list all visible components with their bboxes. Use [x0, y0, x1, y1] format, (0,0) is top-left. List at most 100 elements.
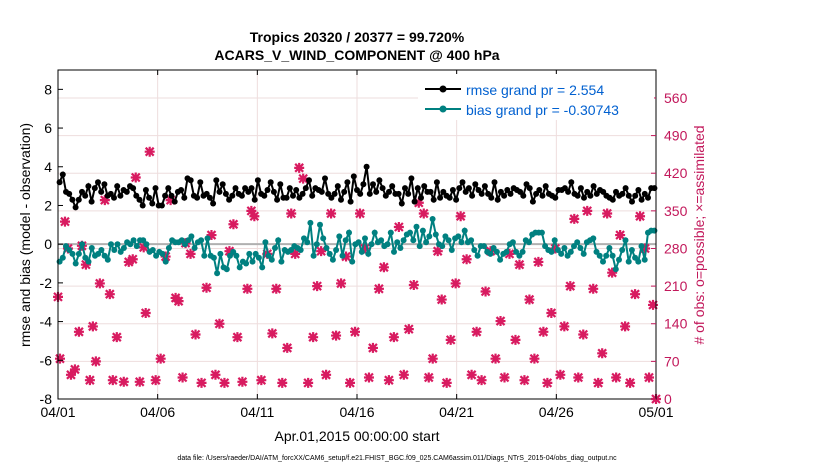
- rmse-point: [111, 194, 117, 201]
- obs-assimilated-mark: [499, 372, 510, 383]
- rmse-point: [645, 194, 651, 201]
- obs-assimilated-mark: [546, 307, 557, 318]
- obs-assimilated-point: [134, 376, 145, 387]
- bias-point: [198, 237, 205, 244]
- obs-assimilated-point: [615, 230, 626, 241]
- y-left-tick-label: 8: [44, 81, 52, 97]
- rmse-point: [389, 183, 396, 190]
- obs-assimilated-mark: [354, 208, 365, 219]
- obs-assimilated-mark: [94, 278, 105, 289]
- obs-assimilated-mark: [378, 262, 389, 273]
- legend-bias-label: bias grand pr = -0.30743: [466, 102, 619, 118]
- bias-point: [272, 245, 278, 251]
- obs-assimilated-mark: [196, 377, 207, 388]
- y-left-tick-label: -2: [40, 275, 53, 291]
- obs-assimilated-point: [538, 326, 549, 337]
- rmse-point: [363, 163, 370, 170]
- obs-assimilated-mark: [160, 251, 171, 262]
- legend-rmse-marker: [439, 85, 447, 93]
- obs-assimilated-mark: [237, 376, 248, 387]
- bias-point: [262, 239, 269, 246]
- data-file-footer: data file: /Users/raeder/DAI/ATM_forcXX/…: [177, 455, 617, 462]
- obs-assimilated-point: [436, 294, 447, 305]
- obs-assimilated-point: [177, 372, 188, 383]
- bias-point: [349, 258, 356, 265]
- obs-assimilated-mark: [620, 321, 631, 332]
- obs-assimilated-point: [298, 173, 309, 184]
- rmse-point: [139, 202, 146, 209]
- rmse-point: [283, 194, 290, 201]
- obs-assimilated-point: [111, 332, 122, 343]
- obs-assimilated-mark: [565, 281, 576, 292]
- rmse-point: [488, 194, 495, 201]
- bias-point: [120, 245, 127, 251]
- obs-assimilated-mark: [630, 289, 641, 300]
- rmse-point: [229, 192, 236, 199]
- rmse-point: [536, 187, 543, 193]
- bias-point: [358, 248, 365, 255]
- obs-assimilated-mark: [427, 353, 438, 364]
- obs-assimilated-point: [588, 283, 599, 294]
- bias-point: [165, 245, 172, 251]
- bias-point: [616, 256, 622, 263]
- rmse-point: [446, 194, 453, 201]
- obs-assimilated-point: [620, 321, 631, 332]
- obs-assimilated-point: [336, 278, 347, 289]
- obs-assimilated-point: [73, 326, 84, 337]
- rmse-point: [590, 183, 597, 190]
- rmse-point: [609, 196, 616, 203]
- obs-assimilated-mark: [569, 213, 580, 224]
- obs-assimilated-mark: [597, 348, 608, 359]
- obs-assimilated-mark: [341, 251, 352, 262]
- rmse-point: [520, 192, 527, 199]
- obs-assimilated-point: [228, 219, 239, 230]
- obs-assimilated-mark: [578, 329, 589, 340]
- rmse-point: [222, 190, 229, 197]
- bias-point: [609, 252, 616, 259]
- bias-point: [249, 258, 256, 265]
- rmse-point: [69, 196, 76, 203]
- obs-assimilated-point: [65, 369, 76, 380]
- bias-point: [471, 247, 478, 253]
- bias-point: [503, 248, 510, 255]
- obs-assimilated-mark: [504, 248, 515, 259]
- rmse-point: [370, 181, 376, 188]
- obs-assimilated-mark: [644, 372, 655, 383]
- obs-assimilated-mark: [246, 205, 257, 216]
- obs-assimilated-mark: [303, 377, 314, 388]
- rmse-point: [178, 187, 185, 193]
- bias-point: [243, 260, 250, 267]
- obs-assimilated-point: [398, 369, 409, 380]
- obs-assimilated-mark: [59, 216, 70, 227]
- rmse-point: [402, 185, 408, 192]
- bias-point: [439, 243, 446, 250]
- obs-assimilated-point: [107, 375, 118, 386]
- obs-assimilated-mark: [87, 321, 98, 332]
- bias-point: [577, 245, 584, 251]
- bias-point: [410, 237, 417, 244]
- bias-point: [445, 237, 452, 244]
- bias-point: [133, 243, 140, 250]
- rmse-point: [338, 196, 344, 203]
- obs-assimilated-point: [455, 211, 466, 222]
- rmse-point: [130, 185, 137, 192]
- bias-point: [497, 256, 504, 263]
- bias-point: [603, 252, 610, 259]
- obs-assimilated-point: [190, 329, 201, 340]
- bias-point: [493, 248, 500, 255]
- obs-assimilated-point: [294, 162, 305, 173]
- rmse-point: [91, 185, 98, 192]
- rmse-point: [577, 185, 584, 192]
- bias-point: [461, 227, 468, 234]
- bias-point: [217, 250, 224, 257]
- bias-point: [407, 229, 413, 236]
- obs-assimilated-mark: [99, 195, 110, 206]
- obs-assimilated-point: [290, 248, 301, 259]
- rmse-point: [194, 194, 201, 201]
- rmse-point: [507, 190, 514, 197]
- obs-assimilated-mark: [423, 372, 434, 383]
- rmse-point: [373, 188, 380, 195]
- obs-assimilated-point: [514, 259, 525, 270]
- obs-assimilated-point: [303, 377, 314, 388]
